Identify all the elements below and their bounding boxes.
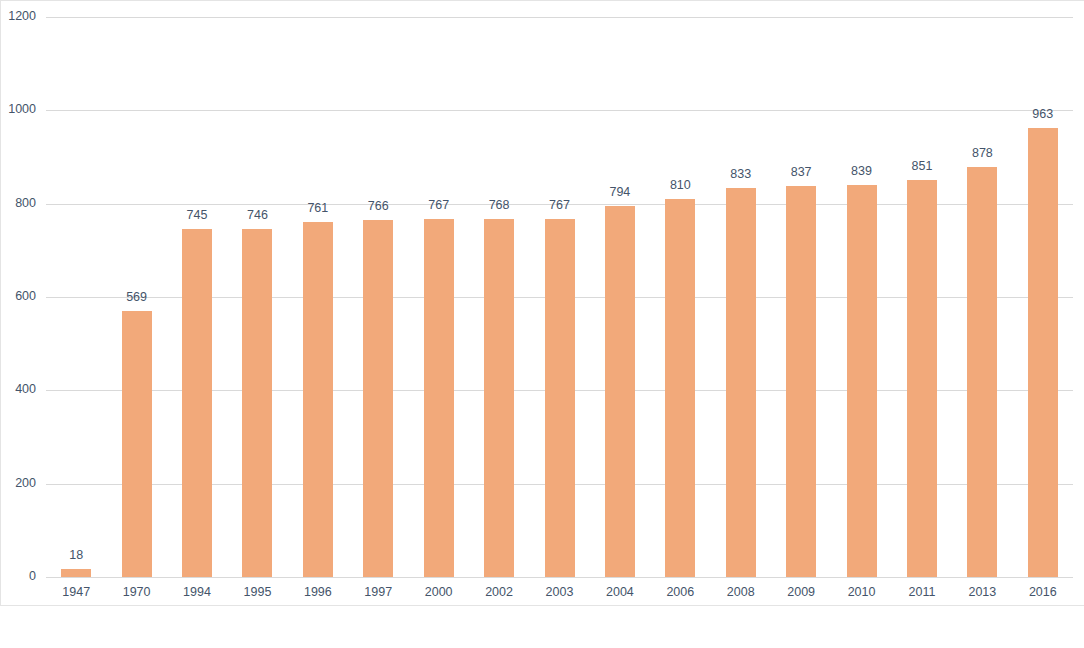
bar-value-label: 833 [716,168,766,180]
bar-value-label: 768 [474,199,524,211]
bar-value-label: 810 [655,179,705,191]
x-axis-category-label: 2003 [530,586,590,599]
bar-chart: 0 200 400 600 800 1000 1200 18 1947 569 1970 745 199… [0,0,1084,606]
x-axis-category-label: 2009 [771,586,831,599]
bar-value-label: 18 [51,549,101,561]
x-axis-category-label: 2016 [1013,586,1073,599]
x-axis-category-label: 2008 [711,586,771,599]
bar [1028,128,1058,577]
bar [484,219,514,577]
x-axis-category-label: 1994 [167,586,227,599]
y-axis-tick-label: 0 [1,570,36,583]
x-axis-category-label: 1996 [288,586,348,599]
bar [61,569,91,577]
bar [967,167,997,577]
bar-value-label: 766 [353,200,403,212]
bar-value-label: 851 [897,160,947,172]
y-axis-tick-label: 800 [1,197,36,210]
bar [303,222,333,577]
bar-value-label: 569 [112,291,162,303]
bar [786,186,816,577]
x-axis-category-label: 2011 [892,586,952,599]
x-axis-category-label: 2004 [590,586,650,599]
x-axis-category-label: 1997 [348,586,408,599]
bar-value-label: 767 [414,199,464,211]
y-axis-tick-label: 1200 [1,10,36,23]
gridline [46,17,1073,18]
bar [545,219,575,577]
bar [847,185,877,577]
x-axis-category-label: 1947 [46,586,106,599]
bar-value-label: 761 [293,202,343,214]
bar [182,229,212,577]
bar [242,229,272,577]
bar-value-label: 794 [595,186,645,198]
bar [726,188,756,577]
bar [665,199,695,577]
bar-value-label: 837 [776,166,826,178]
x-axis-category-label: 2010 [832,586,892,599]
y-axis-tick-label: 200 [1,477,36,490]
bar [907,180,937,577]
x-axis-category-label: 1970 [107,586,167,599]
bar-value-label: 767 [535,199,585,211]
y-axis-tick-label: 600 [1,290,36,303]
bar [363,220,393,577]
x-axis-category-label: 2002 [469,586,529,599]
bar-value-label: 746 [232,209,282,221]
bar [605,206,635,577]
bar [424,219,454,577]
y-axis-tick-label: 1000 [1,103,36,116]
x-axis-category-label: 2006 [650,586,710,599]
bar [122,311,152,577]
x-axis-category-label: 1995 [227,586,287,599]
gridline [46,577,1073,578]
bar-value-label: 839 [837,165,887,177]
bar-value-label: 878 [957,147,1007,159]
y-axis-tick-label: 400 [1,383,36,396]
gridline [46,110,1073,111]
x-axis-category-label: 2013 [952,586,1012,599]
x-axis-category-label: 2000 [409,586,469,599]
bar-value-label: 745 [172,209,222,221]
bar-value-label: 963 [1018,108,1068,120]
